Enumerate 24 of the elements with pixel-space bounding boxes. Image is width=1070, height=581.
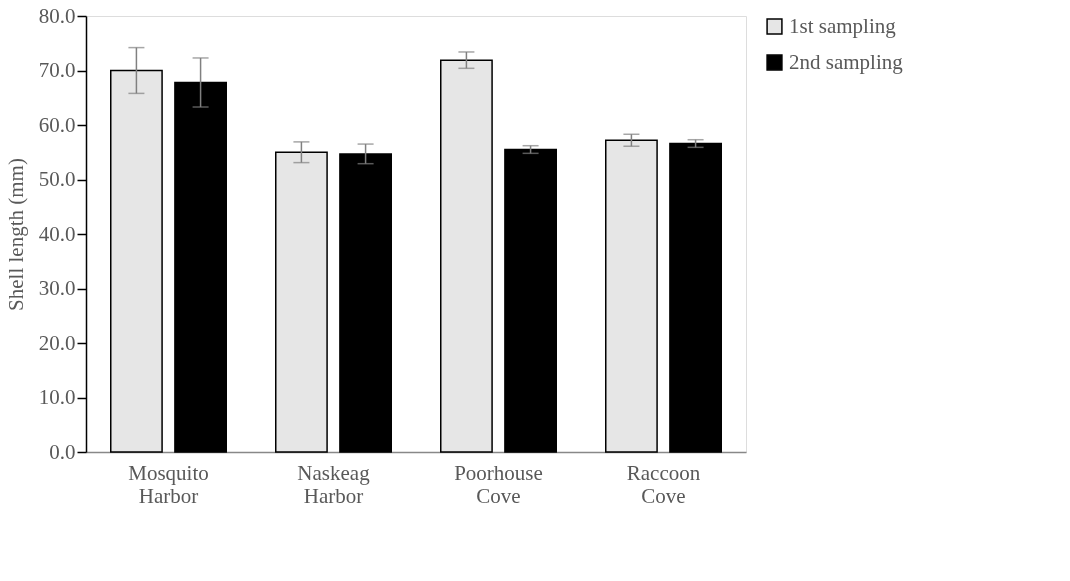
y-tick-label: 20.0: [38, 330, 76, 355]
y-tick-label: 0.0: [49, 439, 76, 464]
bar: [110, 69, 163, 453]
bar: [275, 151, 328, 453]
bar: [339, 153, 392, 453]
bar: [174, 81, 227, 453]
y-axis-title: Shell length (mm): [3, 158, 28, 311]
y-tick-label: 40.0: [38, 221, 76, 246]
y-tick-label: 70.0: [38, 58, 76, 82]
bar: [669, 142, 722, 453]
legend-label: 2nd sampling: [789, 49, 904, 74]
bar: [440, 59, 493, 453]
y-tick-label: 60.0: [38, 112, 76, 137]
y-tick-label: 10.0: [38, 385, 76, 409]
y-tick-label: 50.0: [38, 167, 76, 191]
x-tick-label: Naskeag Harbor: [297, 460, 371, 508]
legend-label: 1st sampling: [789, 13, 897, 38]
y-tick-label: 30.0: [38, 276, 76, 300]
x-tick-label: Mosquito Harbor: [128, 460, 209, 508]
x-tick-label: Poorhouse Cove: [454, 460, 543, 508]
x-tick-label: Raccoon Cove: [626, 460, 701, 508]
bar: [605, 139, 658, 453]
bar: [504, 148, 557, 453]
y-tick-label: 80.0: [38, 3, 76, 28]
